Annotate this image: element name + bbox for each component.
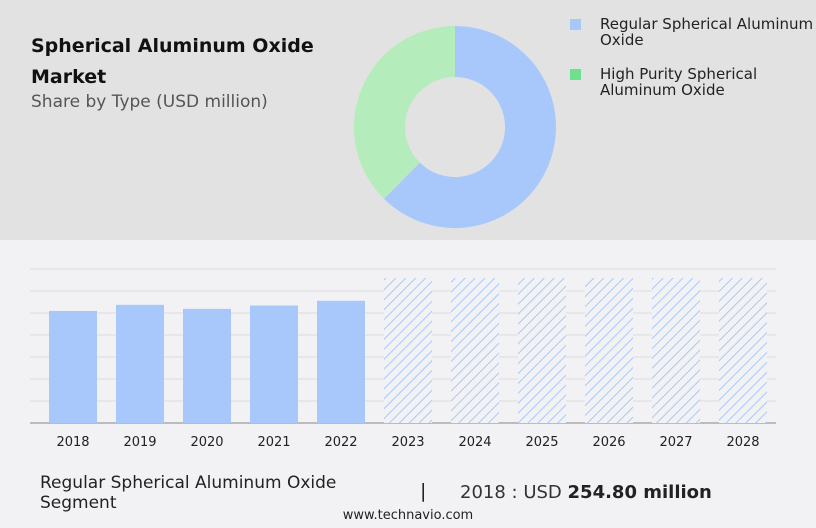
x-tick-label: 2019 [123, 435, 156, 450]
bar-2020 [183, 308, 231, 423]
segment-value: 2018 : USD 254.80 million [460, 482, 712, 503]
bar-2019 [116, 304, 164, 423]
forecast-bar-2027 [652, 278, 700, 423]
bar-2021 [250, 305, 298, 423]
legend-label: Regular Spherical Aluminum Oxide [600, 15, 814, 49]
x-tick-label: 2021 [257, 435, 290, 450]
value-amount: 254.80 million [567, 482, 712, 503]
forecast-bar-2028 [719, 278, 767, 423]
x-tick-label: 2023 [391, 435, 424, 450]
forecast-bar-2025 [518, 278, 566, 423]
separator: | [420, 480, 427, 502]
legend-item-high-purity: High Purity Spherical Aluminum Oxide [570, 66, 816, 100]
forecast-bar-2024 [451, 278, 499, 423]
bar-2022 [317, 300, 365, 423]
chart-subtitle: Share by Type (USD million) [31, 92, 268, 112]
chart-title: Spherical Aluminum Oxide Market [31, 35, 314, 88]
x-tick-label: 2025 [525, 435, 558, 450]
x-tick-label: 2027 [659, 435, 692, 450]
x-tick-label: 2028 [726, 435, 759, 450]
legend-item-regular: Regular Spherical Aluminum Oxide [570, 16, 816, 50]
year-prefix: 2018 : USD [460, 482, 562, 503]
bar-2018 [49, 310, 97, 423]
site-url: www.technavio.com [342, 508, 474, 523]
x-tick-label: 2026 [592, 435, 625, 450]
segment-label: Regular Spherical Aluminum Oxide Segment [40, 473, 337, 513]
forecast-bar-2026 [585, 278, 633, 423]
legend-swatch-regular [570, 19, 581, 30]
forecast-bar-2023 [384, 278, 432, 423]
x-tick-label: 2020 [190, 435, 223, 450]
legend-label: High Purity Spherical Aluminum Oxide [600, 65, 758, 99]
donut-slice-high-purity [354, 25, 455, 199]
x-tick-label: 2024 [458, 435, 491, 450]
x-tick-label: 2018 [56, 435, 89, 450]
donut-slice-regular [384, 26, 556, 228]
x-tick-label: 2022 [324, 435, 357, 450]
legend-swatch-high-purity [570, 69, 581, 80]
